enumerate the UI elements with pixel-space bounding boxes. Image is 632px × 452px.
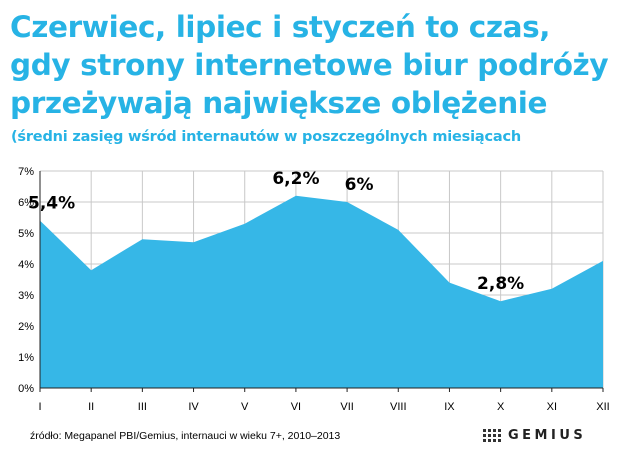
x-tick-label-7: VIII xyxy=(390,401,407,413)
chart-subtitle: (średni zasięg wśród internautów w poszc… xyxy=(11,129,521,145)
source-note: źródło: Megapanel PBI/Gemius, internauci… xyxy=(30,430,341,442)
title-line-3: przeżywają największe oblężenie xyxy=(10,86,548,120)
x-tick-label-3: IV xyxy=(188,401,199,413)
x-tick-label-1: II xyxy=(88,401,94,413)
data-label-0: 5,4% xyxy=(28,194,75,214)
x-tick-label-11: XII xyxy=(596,401,609,413)
x-tick-label-6: VII xyxy=(340,401,353,413)
y-tick-label-1: 1% xyxy=(18,352,34,364)
area-series xyxy=(40,195,603,388)
title-line-1: Czerwiec, lipiec i styczeń to czas, xyxy=(10,10,551,44)
x-tick-label-10: XI xyxy=(547,401,557,413)
data-label-3: 2,8% xyxy=(477,274,524,294)
x-tick-label-4: V xyxy=(241,401,249,413)
y-tick-label-0: 0% xyxy=(18,383,34,395)
title-line-2: gdy strony internetowe biur podróży xyxy=(10,48,609,82)
y-tick-label-4: 4% xyxy=(18,259,34,271)
logo-text: GEMIUS xyxy=(508,427,587,443)
x-tick-label-9: X xyxy=(497,401,505,413)
data-label-2: 6% xyxy=(345,175,374,195)
x-tick-label-8: IX xyxy=(444,401,455,413)
chart-title: Czerwiec, lipiec i styczeń to czas, gdy … xyxy=(10,8,628,122)
y-tick-label-3: 3% xyxy=(18,290,34,302)
y-tick-label-7: 7% xyxy=(18,166,34,178)
y-tick-label-6: 6% xyxy=(18,197,34,209)
y-tick-label-5: 5% xyxy=(18,228,34,240)
gemius-logo: GEMIUS xyxy=(483,424,586,446)
data-label-1: 6,2% xyxy=(272,169,319,189)
x-tick-label-2: III xyxy=(138,401,147,413)
logo-dots-icon xyxy=(483,428,501,442)
x-tick-label-5: VI xyxy=(291,401,301,413)
y-tick-label-2: 2% xyxy=(18,321,34,333)
x-tick-label-0: I xyxy=(38,401,41,413)
